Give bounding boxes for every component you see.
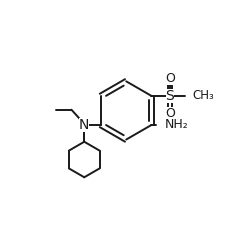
Text: CH₃: CH₃ — [192, 89, 214, 102]
Text: O: O — [165, 72, 175, 85]
Text: NH₂: NH₂ — [165, 119, 189, 131]
Text: S: S — [166, 89, 174, 103]
Text: O: O — [165, 107, 175, 120]
Text: N: N — [79, 118, 90, 132]
